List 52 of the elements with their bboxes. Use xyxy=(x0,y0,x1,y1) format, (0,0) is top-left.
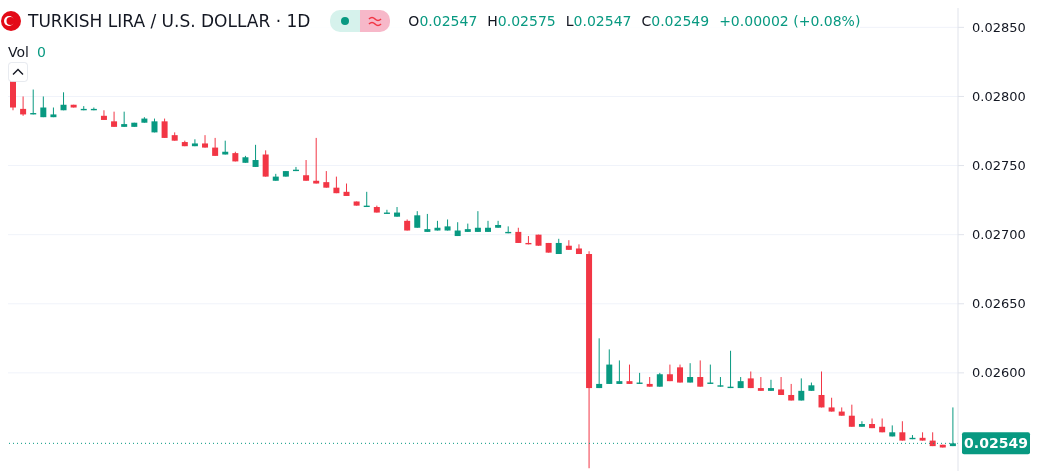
chart-title: TURKISH LIRA / U.S. DOLLAR · 1D xyxy=(28,11,311,31)
candlestick xyxy=(778,376,785,396)
candlestick xyxy=(767,379,774,392)
candlestick xyxy=(798,377,805,402)
candlestick xyxy=(252,144,259,168)
y-tick-label: 0.02650 xyxy=(972,296,1026,312)
annotation: 0.02547 xyxy=(419,13,478,29)
candlestick xyxy=(394,206,401,218)
candlestick xyxy=(191,138,198,147)
y-tick-label: 0.02800 xyxy=(972,89,1026,105)
candlestick xyxy=(858,420,865,428)
candlestick xyxy=(495,220,502,229)
candlestick xyxy=(666,364,673,382)
annotation: 0 xyxy=(36,44,46,60)
candlestick xyxy=(879,417,886,433)
y-tick-label: 0.02750 xyxy=(972,158,1026,174)
annotation: 0.02549 xyxy=(651,13,710,29)
candlestick xyxy=(596,337,603,389)
annotation: 0.02547 xyxy=(573,13,632,29)
annotation: +0.00002 (+0.08%) xyxy=(719,13,861,29)
annotation: C xyxy=(641,13,652,29)
candlestick xyxy=(606,348,613,385)
candlestick xyxy=(616,359,623,385)
y-tick-label: 0.02700 xyxy=(972,227,1026,243)
annotation: O xyxy=(408,13,420,29)
candlestick xyxy=(818,370,825,408)
candlestick xyxy=(111,111,118,128)
candlestick xyxy=(565,239,572,251)
y-tick-label: 0.02600 xyxy=(972,365,1026,381)
candlestick xyxy=(848,404,855,428)
candlestick xyxy=(20,95,27,117)
candlestick xyxy=(474,210,481,233)
candlestick xyxy=(757,376,764,392)
annotation: H xyxy=(487,13,498,29)
candlestick xyxy=(626,364,633,385)
candlestick xyxy=(869,417,876,429)
annotation: L xyxy=(565,13,574,29)
y-tick-label: 0.02850 xyxy=(972,19,1026,35)
candlestick xyxy=(899,420,906,442)
candlestick xyxy=(161,118,168,139)
ref-line-label: 0.02549 xyxy=(964,435,1028,452)
candlestick xyxy=(202,134,209,149)
candlestick xyxy=(485,220,491,233)
annotation: Vol xyxy=(8,44,29,60)
candlestick xyxy=(262,149,269,178)
annotation: 0.02575 xyxy=(497,13,556,29)
candlestick xyxy=(303,159,310,182)
candlestick xyxy=(100,109,107,121)
candlestick xyxy=(212,137,219,157)
candlestick xyxy=(697,359,704,388)
candlestick xyxy=(313,137,320,185)
candlestick xyxy=(687,362,694,384)
